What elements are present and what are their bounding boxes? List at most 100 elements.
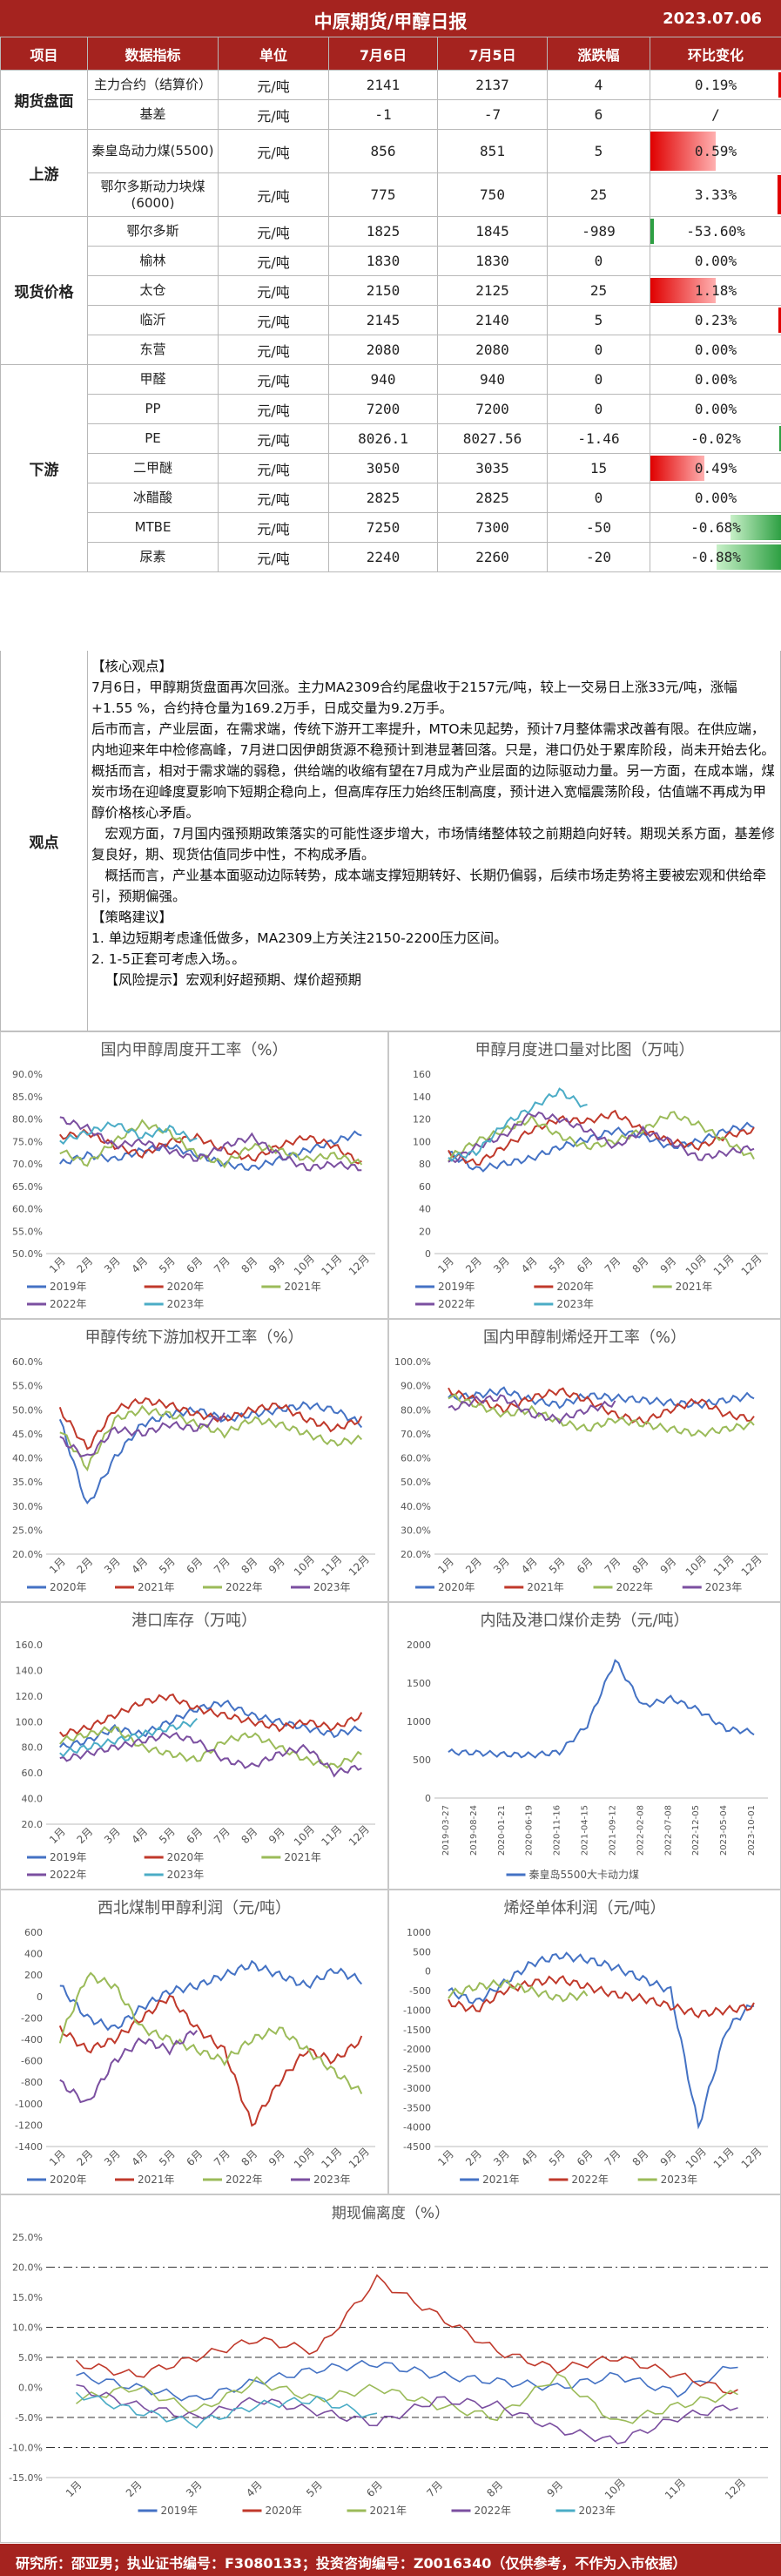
cell-pct: 0.49% — [650, 453, 781, 483]
cell-change: 5 — [547, 305, 650, 335]
row-category: 期货盘面 — [0, 70, 88, 130]
y-tick-label: 80.0 — [22, 1742, 44, 1754]
legend-label: 2019年 — [50, 1281, 87, 1293]
cell-change: -20 — [547, 542, 650, 572]
y-tick-label: 5.0% — [18, 2352, 43, 2363]
x-tick-label: 2月 — [75, 1254, 96, 1275]
table-row: 现货价格 鄂尔多斯 元/吨 1825 1845 -989 -53.60% — [0, 216, 781, 365]
y-tick-label: 0 — [425, 1248, 431, 1260]
x-tick-label: 11月 — [319, 2146, 344, 2171]
chart-title: 国内甲醇制烯烃开工率（%） — [483, 1329, 686, 1347]
x-tick-label: 1月 — [435, 1555, 456, 1576]
x-tick-label: 9月 — [544, 2478, 565, 2499]
cell-date2: 851 — [437, 129, 548, 173]
series-line — [59, 1718, 199, 1758]
cell-indicator: 临沂 — [87, 305, 219, 335]
x-tick-label: 4月 — [519, 1555, 540, 1576]
col-header-item: 项目 — [0, 37, 88, 71]
y-tick-label: 65.0% — [12, 1181, 43, 1193]
series-line — [59, 1116, 362, 1172]
x-tick-label: 7月 — [424, 2478, 445, 2499]
cell-change: 0 — [547, 246, 650, 276]
x-tick-label: 5月 — [547, 1555, 568, 1576]
cell-change: 0 — [547, 483, 650, 513]
y-tick-label: -1000 — [15, 2099, 43, 2110]
cell-date2: -7 — [437, 99, 548, 130]
y-tick-label: 40.0 — [22, 1794, 44, 1805]
cell-unit: 元/吨 — [218, 70, 329, 100]
view-label: 观点 — [1, 651, 88, 1031]
x-tick-label: 5月 — [547, 1254, 568, 1275]
x-tick-label: 2月 — [75, 2147, 96, 2168]
cell-change: 4 — [547, 70, 650, 100]
x-tick-label: 11月 — [319, 1253, 344, 1278]
series-line — [59, 1959, 363, 2032]
series-line — [448, 1659, 755, 1759]
x-tick-label: 6月 — [185, 1555, 205, 1576]
cell-date1: 7200 — [328, 394, 438, 424]
pct-label: 0.19% — [694, 77, 737, 93]
x-tick-label: 1月 — [435, 2147, 456, 2168]
cell-date1: 2145 — [328, 305, 438, 335]
pct-label: 0.00% — [694, 341, 737, 358]
chart-c4: 国内甲醇制烯烃开工率（%） 100.0% 90.0% 80.0% 70.0% 60.0% 5… — [388, 1319, 781, 1602]
cell-date1: 3050 — [328, 453, 438, 483]
cell-change: 6 — [547, 99, 650, 130]
pct-label: -0.02% — [690, 430, 741, 447]
report-date: 2023.07.06 — [663, 10, 762, 28]
legend-label: 2022年 — [50, 1869, 87, 1881]
cell-indicator: 基差 — [87, 99, 219, 130]
pct-label: -0.88% — [690, 549, 741, 565]
y-tick-label: -4500 — [403, 2141, 431, 2153]
y-tick-label: -10.0% — [9, 2443, 43, 2454]
table-row: 东营 元/吨 2080 2080 0 0.00% — [1, 335, 781, 365]
view-para: 概括而言，产业基本面驱动边际转势，成本端支撑短期转好、长期仍偏弱，后续市场走势将… — [91, 868, 767, 904]
cell-date2: 1845 — [437, 216, 548, 247]
y-tick-label: 20.0% — [12, 1549, 43, 1560]
x-tick-label: 2023-10-01 — [747, 1805, 757, 1856]
y-tick-label: -4000 — [403, 2122, 431, 2133]
y-tick-label: -1200 — [15, 2120, 43, 2131]
cell-date2: 2125 — [437, 275, 548, 306]
x-tick-label: 1月 — [47, 1254, 68, 1275]
x-tick-label: 6月 — [185, 1825, 205, 1846]
chart-svg: 期现偏离度（%） 25.0% 20.0% 15.0% 10.0% 5.0% 0.0% -5.0… — [9, 2205, 768, 2517]
y-tick-label: 80.0% — [12, 1114, 43, 1126]
series-line — [59, 1693, 363, 1738]
x-tick-label: 10月 — [292, 1253, 317, 1278]
y-tick-label: -3500 — [403, 2102, 431, 2113]
cell-change: 0 — [547, 394, 650, 424]
legend-label: 2020年 — [167, 1281, 205, 1293]
x-tick-label: 1月 — [64, 2478, 84, 2499]
chart-svg: 甲醇月度进口量对比图（万吨） 160 140 120 100 80 60 40 20 0 1月 2月 3… — [413, 1041, 768, 1310]
row-category: 现货价格 — [0, 216, 88, 365]
legend-label: 2021年 — [284, 1851, 321, 1863]
x-tick-label: 2023-05-04 — [719, 1805, 729, 1856]
cell-date2: 7300 — [437, 512, 548, 543]
x-tick-label: 10月 — [603, 2477, 628, 2502]
y-tick-label: -1000 — [403, 2005, 431, 2016]
x-tick-label: 8月 — [239, 1825, 260, 1846]
table-row: 尿素 元/吨 2240 2260 -20 -0.88% — [1, 542, 781, 572]
legend-label: 2020年 — [50, 2174, 87, 2186]
series-line — [448, 1393, 755, 1437]
legend-label: 2022年 — [438, 1298, 475, 1310]
x-tick-label: 8月 — [484, 2478, 505, 2499]
chart-c1: 国内甲醇周度开工率（%） 90.0% 85.0% 80.0% 75.0% 70.0% 65.… — [0, 1031, 388, 1319]
x-tick-label: 4月 — [130, 2147, 151, 2168]
chart-title: 甲醇月度进口量对比图（万吨） — [475, 1041, 695, 1059]
pct-label: -53.60% — [686, 223, 745, 240]
chart-c5: 港口库存（万吨） 160.0 140.0 120.0 100.0 80.0 60.0 40.0… — [0, 1602, 388, 1890]
col-header-indicator: 数据指标 — [87, 37, 219, 71]
x-tick-label: 4月 — [130, 1254, 151, 1275]
x-tick-label: 8月 — [630, 1254, 651, 1275]
x-tick-label: 9月 — [658, 1254, 679, 1275]
y-tick-label: 25.0% — [12, 1525, 43, 1536]
series-line — [59, 1121, 198, 1146]
x-tick-label: 2019-03-27 — [441, 1805, 451, 1856]
series-line — [448, 1109, 755, 1166]
x-tick-label: 2月 — [463, 1254, 484, 1275]
x-tick-label: 2月 — [124, 2478, 145, 2499]
x-tick-label: 2021-04-15 — [581, 1805, 590, 1856]
y-tick-label: -2000 — [403, 2044, 431, 2055]
